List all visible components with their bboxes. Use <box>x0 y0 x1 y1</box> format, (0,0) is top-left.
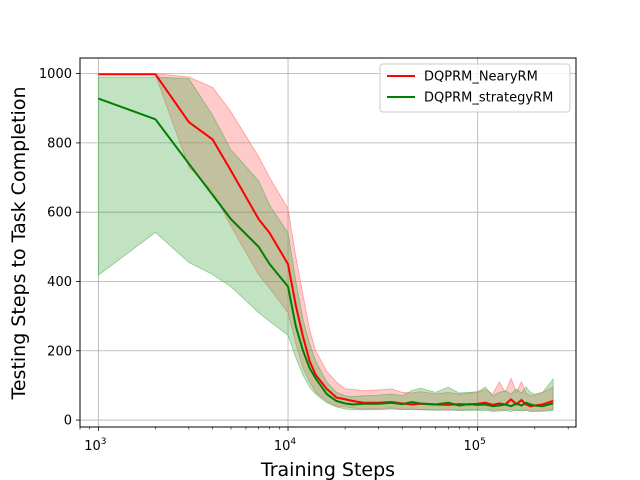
y-tick-label: 200 <box>47 344 72 359</box>
x-tick-label: 104 <box>274 437 297 454</box>
legend-box <box>379 63 571 113</box>
legend-label-strategy: DQPRM_strategyRM <box>424 91 553 106</box>
series-lines <box>98 73 554 408</box>
legend: DQPRM_NearyRM DQPRM_strategyRM <box>379 63 571 113</box>
x-axis-title: Training Steps <box>260 459 395 480</box>
grid <box>80 58 576 427</box>
x-tick-base: 10 <box>84 439 101 454</box>
y-tick-label: 400 <box>47 275 72 290</box>
plot-frame <box>79 57 577 428</box>
legend-label-neary: DQPRM_NearyRM <box>424 70 538 85</box>
band-strategy <box>97 76 554 412</box>
x-tick-base: 10 <box>274 439 291 454</box>
x-tick-label: 103 <box>84 437 106 454</box>
x-tick-exponent: 4 <box>290 437 296 447</box>
y-tick-label: 0 <box>64 414 72 429</box>
y-tick-label: 1000 <box>39 67 72 82</box>
y-tick-label: 600 <box>47 206 72 221</box>
x-tick-exponent: 3 <box>101 437 107 447</box>
y-axis-title: Testing Steps to Task Completion <box>8 86 30 400</box>
x-tick-label: 105 <box>464 437 486 454</box>
x-tick-exponent: 5 <box>480 437 486 447</box>
line-strategy <box>98 97 554 408</box>
confidence-bands <box>97 73 554 412</box>
y-tick-label: 800 <box>47 136 72 151</box>
x-tick-base: 10 <box>464 439 481 454</box>
